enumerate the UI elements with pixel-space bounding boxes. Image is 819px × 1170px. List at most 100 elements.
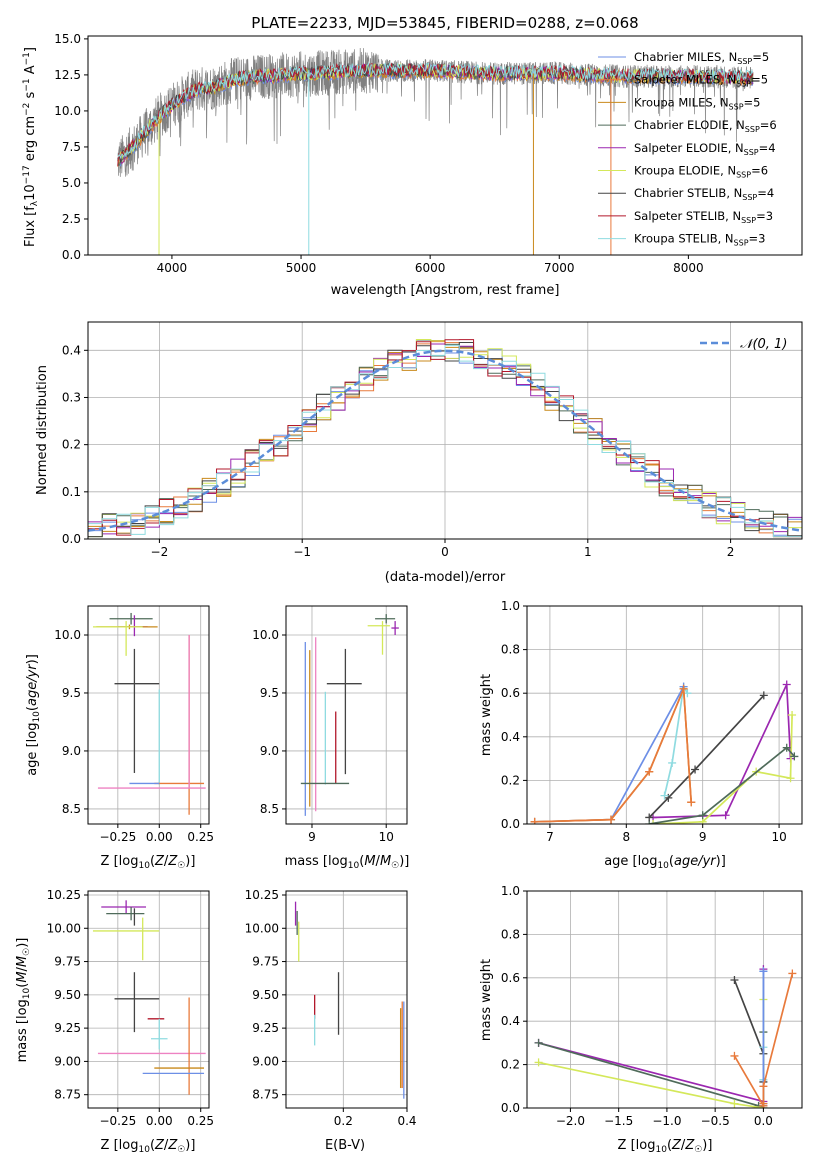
mass-vs-ebv-xlabel: E(B-V) (325, 1138, 365, 1153)
spectrum-title: PLATE=2233, MJD=53845, FIBERID=0288, z=0… (251, 14, 638, 32)
weight-vs-age-marker-3-0 (645, 813, 654, 822)
legend-label-sub-3: SSP (745, 125, 760, 134)
gaussian-curve (88, 349, 802, 532)
weight-vs-age-marker-4-1 (668, 758, 677, 767)
age-vs-mass-yticklabel-3: 10.0 (252, 628, 279, 642)
mass-vs-ebv-yticklabel-5: 10.00 (245, 921, 279, 935)
spectrum-xticklabel-1: 5000 (286, 261, 317, 275)
weight-vs-z-xlabel: Z [log10(Z/Z☉)] (618, 1138, 713, 1155)
mass-vs-ebv-data (294, 901, 405, 1099)
residuals-xticklabel-2: 0 (441, 545, 449, 559)
weight-vs-age-ylabel: mass weight (479, 674, 494, 756)
weight-vs-age-marker-4-3 (683, 689, 692, 698)
age-vs-z-data (92, 612, 206, 815)
weight-vs-age-xticklabel-3: 10 (771, 830, 786, 844)
legend-label-text-0: Chabrier MILES, N (634, 50, 737, 64)
weight-vs-age-series-1 (652, 714, 793, 824)
mass-vs-ebv-frame (285, 890, 408, 1109)
weight-vs-z-marker-3-0 (730, 975, 739, 984)
mass-vs-z-grid (88, 891, 209, 1108)
residuals-xticklabel-3: 1 (584, 545, 592, 559)
weight-vs-age-marker-2-2 (782, 743, 791, 752)
residuals-legend: 𝒩(0, 1) (700, 337, 787, 352)
legend-label-tail-7: =3 (756, 209, 773, 223)
spectrum-axes: 4000 5000 6000 7000 8000 0.0 2.5 5.0 7.5 10.0 12.5… (54, 32, 803, 275)
weight-vs-z-axes: −2.0 −1.5 −1.0 −0.5 0.0 0.0 0.2 0.4 0.6 0.8 1.0 (501, 884, 803, 1128)
legend-label-tail-3: =6 (760, 118, 777, 132)
spectrum-yticklabel-1: 2.5 (62, 212, 81, 226)
mass-vs-z-xticklabel-2: 0.25 (187, 1114, 214, 1128)
mass-vs-ebv-yticklabel-0: 8.75 (252, 1088, 279, 1102)
mass-vs-ebv-axes: 0.2 0.4 8.75 9.00 9.25 9.50 9.75 10.00 10.25 (245, 888, 417, 1128)
weight-vs-age-marker-1-3 (786, 774, 795, 783)
weight-vs-z-yticklabel-3: 0.6 (501, 971, 520, 985)
residuals-xticklabel-0: −2 (151, 545, 169, 559)
legend-label-tail-8: =3 (749, 232, 766, 246)
mass-vs-z-yticklabel-5: 10.00 (47, 921, 81, 935)
mass-vs-ebv-xticklabel-1: 0.4 (397, 1114, 416, 1128)
weight-vs-age-data (530, 680, 799, 824)
spectrum-xticklabel-4: 8000 (673, 261, 704, 275)
age-vs-z-yticklabel-0: 8.5 (62, 802, 81, 816)
legend-label-tail-6: =4 (757, 186, 774, 200)
residuals-yticklabel-4: 0.4 (62, 343, 81, 357)
spectrum-data (117, 47, 754, 255)
weight-vs-age-marker-7-0 (530, 817, 539, 824)
residuals-xlabel: (data-model)/error (385, 570, 506, 585)
spectrum-xlabel: wavelength [Angstrom, rest frame] (331, 283, 560, 298)
weight-vs-z-yticklabel-5: 1.0 (501, 884, 520, 898)
weight-vs-age-yticklabel-1: 0.2 (501, 773, 520, 787)
weight-vs-z-xticklabel-2: −1.0 (652, 1114, 681, 1128)
mass-vs-z-yticklabel-4: 9.75 (54, 955, 81, 969)
weight-vs-age-marker-1-4 (788, 711, 797, 719)
age-vs-mass-yticklabel-0: 8.5 (260, 802, 279, 816)
weight-vs-age-xticklabel-1: 8 (622, 830, 630, 844)
weight-vs-z-xticklabel-0: −2.0 (556, 1114, 585, 1128)
weight-vs-age-marker-2-3 (790, 752, 799, 761)
residuals-data (88, 339, 802, 538)
weight-vs-age-marker-3-2 (691, 765, 700, 774)
weight-vs-z-marker-2-0 (534, 1058, 543, 1067)
spectrum-yticklabel-6: 15.0 (54, 32, 81, 46)
mass-vs-ebv-yticklabel-3: 9.50 (252, 988, 279, 1002)
age-vs-z-yticklabel-1: 9.0 (62, 744, 81, 758)
age-vs-mass-xticklabel-0: 9 (308, 830, 316, 844)
weight-vs-z-marker-6-4 (788, 969, 797, 978)
age-vs-z-xticklabel-2: 0.25 (187, 830, 214, 844)
mass-vs-ebv-panel: 0.2 0.4 8.75 9.00 9.25 9.50 9.75 10.00 10.25 E(B… (245, 888, 417, 1153)
weight-vs-age-marker-3-3 (759, 691, 768, 700)
legend-label-4: Salpeter ELODIE, NSSP=4 (634, 141, 776, 157)
weight-vs-z-yticklabel-4: 0.8 (501, 927, 520, 941)
weight-vs-z-marker-6-3 (759, 1082, 768, 1091)
weight-vs-age-yticklabel-2: 0.4 (501, 730, 520, 744)
mass-vs-ebv-yticklabel-6: 10.25 (245, 888, 279, 902)
age-vs-z-yticklabel-3: 10.0 (54, 628, 81, 642)
mass-vs-z-frame (87, 890, 210, 1109)
weight-vs-age-grid (527, 605, 802, 825)
legend-label-5: Kroupa ELODIE, NSSP=6 (634, 164, 768, 180)
age-vs-mass-grid (286, 606, 407, 824)
residuals-yticklabel-3: 0.3 (62, 390, 81, 404)
legend-label-text-3: Chabrier ELODIE, N (634, 118, 745, 132)
mass-vs-z-axes: −0.25 0.00 0.25 8.75 9.00 9.25 9.50 9.75 10.00 10… (47, 888, 214, 1128)
weight-vs-z-yticklabel-0: 0.0 (501, 1101, 520, 1115)
weight-vs-z-xticklabel-1: −1.5 (604, 1114, 633, 1128)
spectrum-yticklabel-5: 12.5 (54, 68, 81, 82)
weight-vs-age-axes: 7 8 9 10 0.0 0.2 0.4 0.6 0.8 1.0 (501, 599, 803, 844)
weight-vs-age-xlabel: age [log10(age/yr)] (604, 854, 726, 871)
spectrum-xticklabel-2: 6000 (415, 261, 446, 275)
weight-vs-age-marker-2-1 (698, 811, 707, 820)
age-vs-mass-yticklabel-1: 9.0 (260, 744, 279, 758)
weight-vs-z-data (534, 965, 797, 1108)
age-vs-mass-yticklabel-2: 9.5 (260, 686, 279, 700)
weight-vs-age-marker-0-1 (721, 811, 730, 820)
legend-label-text-6: Chabrier STELIB, N (634, 186, 742, 200)
weight-vs-age-series-2 (649, 746, 796, 824)
spectrum-yticklabel-0: 0.0 (62, 248, 81, 262)
mass-vs-z-xticklabel-1: 0.00 (146, 1114, 173, 1128)
legend-label-text-2: Kroupa MILES, N (634, 95, 729, 109)
age-vs-mass-data (300, 614, 399, 816)
spectrum-frame (87, 35, 803, 256)
